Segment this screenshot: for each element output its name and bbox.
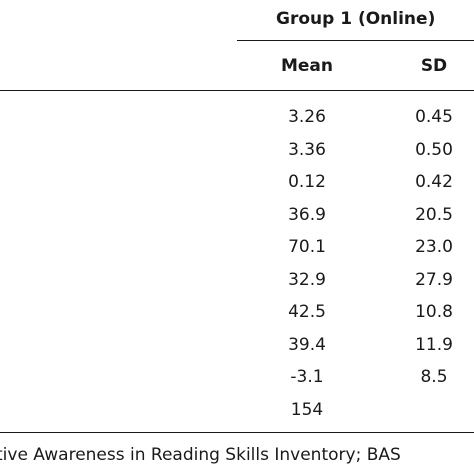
mean-cell: 0.12 [288,172,326,192]
sd-cell: 20.5 [415,204,453,225]
mean-cell: 42.5 [288,302,326,322]
table-row: 3.36 0.50 [0,134,474,167]
group-header: Group 1 (Online) [276,9,436,29]
mean-cell: 32.9 [288,269,326,290]
table-row: 70.1 23.0 [0,231,474,264]
mean-cell: 70.1 [288,237,326,257]
sd-cell: 0.50 [415,139,453,160]
column-header-sd: SD [420,56,448,76]
mean-cell: 39.4 [288,334,326,355]
sd-cell [394,394,474,427]
table-row: 3.26 0.45 [0,101,474,134]
mean-cell: -3.1 [290,367,324,387]
mean-cell: 36.9 [288,204,326,225]
sd-cell: 0.45 [415,107,453,127]
sd-cell: 10.8 [415,302,453,322]
column-header-mean: Mean [280,56,334,76]
mean-cell: 3.26 [288,107,326,127]
table-row: -3.1 8.5 [0,361,474,394]
table-row: 0.12 0.42 [0,166,474,199]
table-row: 39.4 11.9 [0,329,474,362]
sd-cell: 27.9 [415,269,453,290]
header-bottom-rule [0,90,474,91]
table-row: 154 [0,394,474,427]
sd-cell: 23.0 [415,237,453,257]
table-row: 32.9 27.9 [0,264,474,297]
sd-cell: 11.9 [415,334,453,355]
table-footnote: tive Awareness in Reading Skills Invento… [0,441,474,469]
sd-cell: 8.5 [420,367,448,387]
footnote-text: tive Awareness in Reading Skills Invento… [0,445,401,465]
table-bottom-rule [0,432,474,433]
sd-cell: 0.42 [415,172,453,192]
table-body: 3.26 0.45 3.36 0.50 0.12 0.42 36.9 20.5 … [0,101,474,426]
mean-cell: 154 [290,399,324,420]
mean-cell: 3.36 [288,139,326,160]
table-row: 42.5 10.8 [0,296,474,329]
group-header-rule [237,40,474,41]
table-row: 36.9 20.5 [0,199,474,232]
